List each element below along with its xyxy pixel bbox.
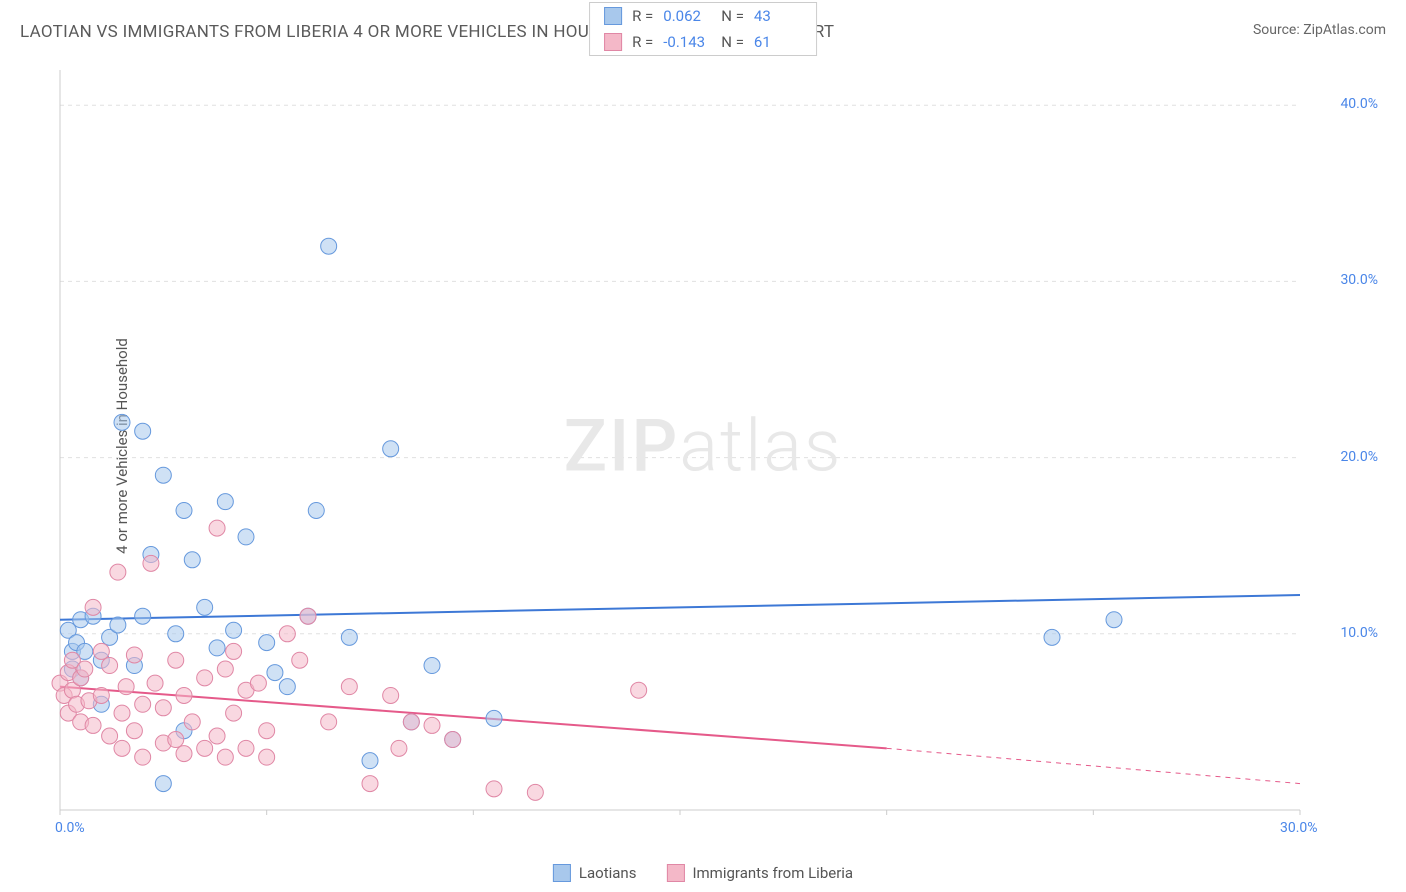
legend-label: Immigrants from Liberia [692, 864, 853, 882]
n-value: 43 [754, 7, 802, 25]
stat-row: R = 0.062 N = 43 [590, 3, 816, 29]
legend-item: Immigrants from Liberia [666, 864, 853, 882]
correlation-stats-box: R = 0.062 N = 43 R = -0.143 N = 61 [589, 2, 817, 56]
y-tick-label: 40.0% [1340, 96, 1378, 112]
n-label: N = [721, 7, 744, 25]
y-tick-label: 20.0% [1340, 449, 1378, 465]
x-tick-label: 30.0% [1280, 820, 1318, 836]
x-tick-label: 0.0% [55, 820, 85, 836]
y-tick-label: 10.0% [1340, 625, 1378, 641]
y-tick-label: 30.0% [1340, 272, 1378, 288]
legend-label: Laotians [579, 864, 637, 882]
n-value: 61 [754, 33, 802, 51]
bottom-legend: Laotians Immigrants from Liberia [553, 864, 853, 882]
source-attribution: Source: ZipAtlas.com [1253, 22, 1386, 38]
stat-row: R = -0.143 N = 61 [590, 29, 816, 55]
scatter-plot [50, 60, 1370, 840]
r-label: R = [632, 7, 653, 25]
n-label: N = [721, 33, 744, 51]
legend-swatch [666, 864, 684, 882]
legend-swatch [604, 7, 622, 25]
legend-swatch [604, 33, 622, 51]
legend-swatch [553, 864, 571, 882]
legend-item: Laotians [553, 864, 637, 882]
r-label: R = [632, 33, 653, 51]
r-value: -0.143 [663, 33, 711, 51]
r-value: 0.062 [663, 7, 711, 25]
